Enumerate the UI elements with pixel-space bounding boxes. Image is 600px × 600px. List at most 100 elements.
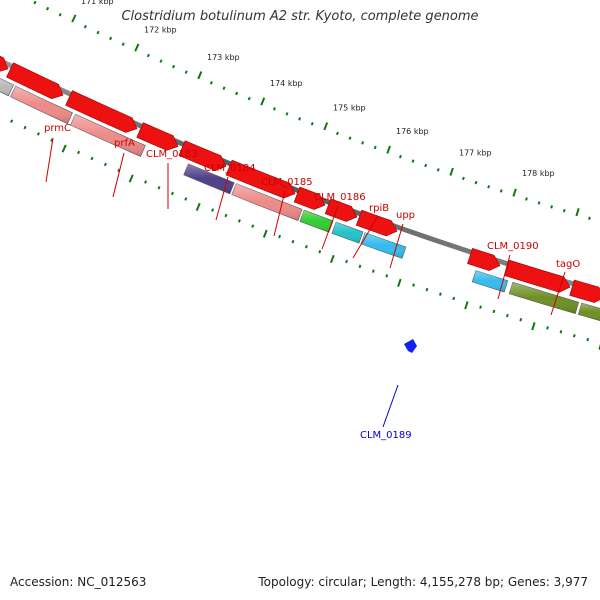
scale-tick <box>371 269 375 273</box>
kbp-tick <box>525 197 528 201</box>
kbp-tick <box>46 6 50 11</box>
genome-summary: Topology: circular; Length: 4,155,278 bp… <box>258 575 588 589</box>
kbp-tick <box>298 117 302 121</box>
scale-tick <box>329 254 335 264</box>
scale-tick <box>117 168 121 173</box>
gene-label-clm-0190: CLM_0190 <box>487 241 539 252</box>
kbp-tick <box>499 189 503 193</box>
kbp-tick <box>109 36 113 41</box>
scale-tick <box>262 229 268 238</box>
cds-arrow <box>569 279 600 303</box>
label-leader <box>352 215 379 259</box>
kbp-label: 174 kbp <box>270 79 303 88</box>
kbp-tick <box>285 112 289 116</box>
map-title: Clostridium botulinum A2 str. Kyoto, com… <box>121 9 479 24</box>
kbp-tick <box>172 64 176 69</box>
scale-tick <box>144 180 148 184</box>
accession-text: Accession: NC_012563 <box>10 575 147 589</box>
scale-tick <box>318 249 322 254</box>
kbp-tick <box>411 159 415 163</box>
scale-tick <box>492 309 496 314</box>
scale-tick <box>170 191 174 196</box>
scale-tick <box>184 197 188 201</box>
kbp-tick <box>260 97 266 106</box>
kbp-label: 171 kbp <box>81 0 114 6</box>
scale-tick <box>345 259 349 264</box>
label-leader <box>321 205 339 250</box>
gene-block-shine <box>331 222 364 244</box>
gene-label-rpib: rpiB <box>369 203 389 214</box>
kbp-tick <box>424 163 428 168</box>
gene-label-clm-0184: CLM_0184 <box>204 163 256 174</box>
kbp-tick <box>398 154 402 159</box>
kbp-tick <box>197 71 203 80</box>
cds-arrow <box>0 55 9 72</box>
gene-blocks <box>0 78 600 322</box>
scale-tick <box>438 292 442 296</box>
kbp-tick <box>335 131 339 136</box>
scale-tick <box>304 244 308 249</box>
scale-tick <box>10 119 14 124</box>
cds-arrows <box>0 55 600 303</box>
scale-tick <box>358 264 362 269</box>
kbp-tick <box>33 0 37 5</box>
gene-block-shine <box>472 270 508 293</box>
scale-tick <box>36 132 40 136</box>
kbp-tick <box>310 121 314 126</box>
clm-0189-leader <box>382 384 399 428</box>
kbp-tick <box>121 42 125 46</box>
scale-tick <box>546 326 549 330</box>
kbp-tick <box>474 180 478 185</box>
gene-label-prmc: prmC <box>44 123 71 134</box>
gene-label-upp: upp <box>396 210 415 221</box>
cds-arrow <box>65 90 138 133</box>
scale-tick <box>412 283 415 287</box>
kbp-scale-ticks <box>33 0 591 220</box>
kbp-tick <box>222 86 226 90</box>
scale-tick <box>128 174 134 183</box>
scale-tick <box>77 150 81 155</box>
kbp-tick <box>209 81 213 85</box>
gene-block-shine <box>299 210 334 233</box>
label-leader <box>45 137 54 183</box>
scale-tick <box>425 287 429 292</box>
gene-label-clm-0183: CLM_0183 <box>146 149 198 160</box>
label-leader <box>550 271 566 316</box>
gene-label-clm-0186: CLM_0186 <box>314 192 366 203</box>
kbp-tick <box>436 168 440 172</box>
cds-arrow <box>225 159 296 199</box>
kbp-tick <box>512 188 517 197</box>
gene-block-shine <box>10 85 73 124</box>
scale-tick <box>50 138 54 142</box>
scale-tick <box>572 334 576 338</box>
scale-tick <box>23 125 27 130</box>
kbp-tick <box>83 24 87 29</box>
kbp-tick <box>58 12 62 17</box>
kbp-tick <box>272 107 276 111</box>
scale-tick <box>586 337 590 342</box>
scale-tick <box>61 144 67 153</box>
cds-arrow <box>293 186 326 210</box>
kbp-tick <box>134 43 140 52</box>
kbp-tick <box>386 145 391 154</box>
gene-label-tago: tagO <box>556 259 580 270</box>
kbp-tick <box>361 141 365 145</box>
cds-arrow <box>355 209 398 237</box>
reverse-gene-marker <box>404 339 417 353</box>
kbp-label: 175 kbp <box>333 104 366 113</box>
scale-tick <box>464 301 469 310</box>
scale-tick <box>385 274 389 278</box>
kbp-tick <box>487 185 491 189</box>
scale-tick <box>251 224 255 228</box>
kbp-label: 176 kbp <box>396 127 429 136</box>
scale-tick <box>224 213 228 218</box>
scale-tick <box>452 296 456 301</box>
kbp-tick <box>146 53 150 58</box>
scale-tick <box>559 330 563 334</box>
kbp-tick <box>562 208 566 213</box>
scale-tick <box>505 313 509 318</box>
kbp-tick <box>550 205 554 209</box>
kbp-tick <box>323 122 329 131</box>
